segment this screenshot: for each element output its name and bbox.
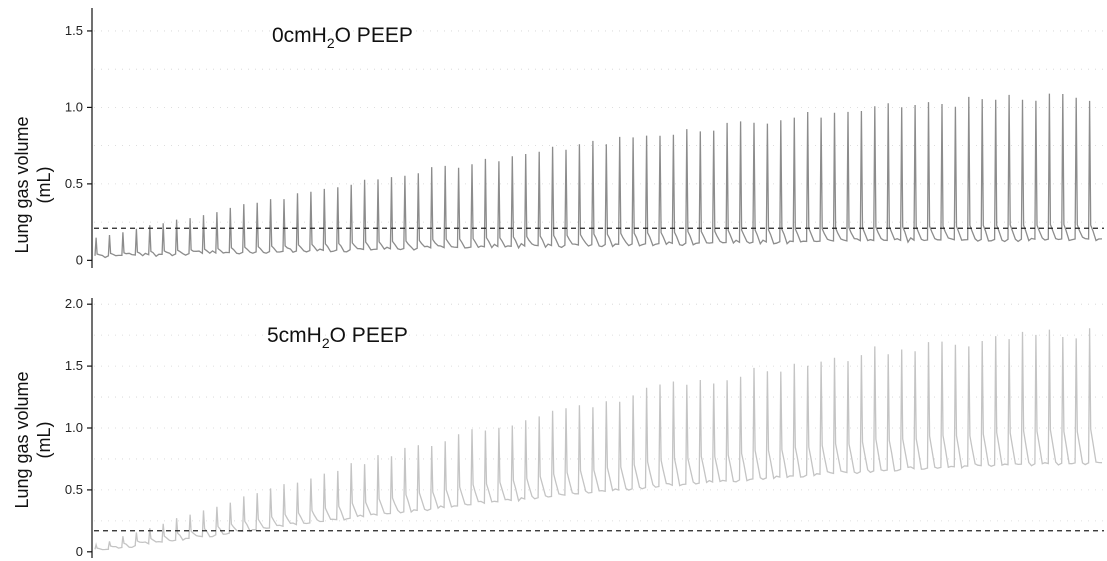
annotation-0-suffix: O PEEP xyxy=(335,24,413,47)
series-trace-1 xyxy=(94,328,1103,551)
y-tick-label-1-1: 0.5 xyxy=(65,482,83,497)
annotation-1-sub: 2 xyxy=(322,335,330,351)
y-tick-label-0-3: 1.5 xyxy=(65,23,83,38)
y-tick-label-0-1: 0.5 xyxy=(65,176,83,191)
annotation-1-suffix: O PEEP xyxy=(330,324,408,347)
y-axis-label-1-line2: (mL) xyxy=(34,422,54,459)
series-trace-0 xyxy=(94,93,1103,259)
y-tick-label-1-3: 1.5 xyxy=(65,358,83,373)
grid-1 xyxy=(94,303,1104,522)
annotation-1-prefix: 5cmH xyxy=(267,324,322,347)
panel-0pee: 0 0.5 1.0 1.5 Lung gas volume (mL) 0cmH2O P… xyxy=(12,8,1104,268)
grid-0 xyxy=(94,30,1104,223)
y-tick-label-1-2: 1.0 xyxy=(65,420,83,435)
y-axis-label-0-line1: Lung gas volume xyxy=(12,116,32,253)
y-ticks-0: 0 0.5 1.0 1.5 xyxy=(65,23,92,267)
y-axis-label-0-line2: (mL) xyxy=(34,167,54,204)
y-axis-label-1-line1: Lung gas volume xyxy=(12,371,32,508)
annotation-0-prefix: 0cmH xyxy=(272,24,327,47)
annotation-1: 5cmH2O PEEP xyxy=(267,324,408,351)
annotation-0: 0cmH2O PEEP xyxy=(272,24,413,51)
y-tick-label-1-4: 2.0 xyxy=(65,296,83,311)
panel-5peep: 0 0.5 1.0 1.5 2.0 Lung gas volume (mL) 5cmH2… xyxy=(12,296,1104,559)
y-tick-label-0-0: 0 xyxy=(76,252,83,267)
y-ticks-1: 0 0.5 1.0 1.5 2.0 xyxy=(65,296,92,559)
annotation-0-sub: 2 xyxy=(327,35,335,51)
y-tick-label-1-0: 0 xyxy=(76,544,83,559)
y-tick-label-0-2: 1.0 xyxy=(65,99,83,114)
